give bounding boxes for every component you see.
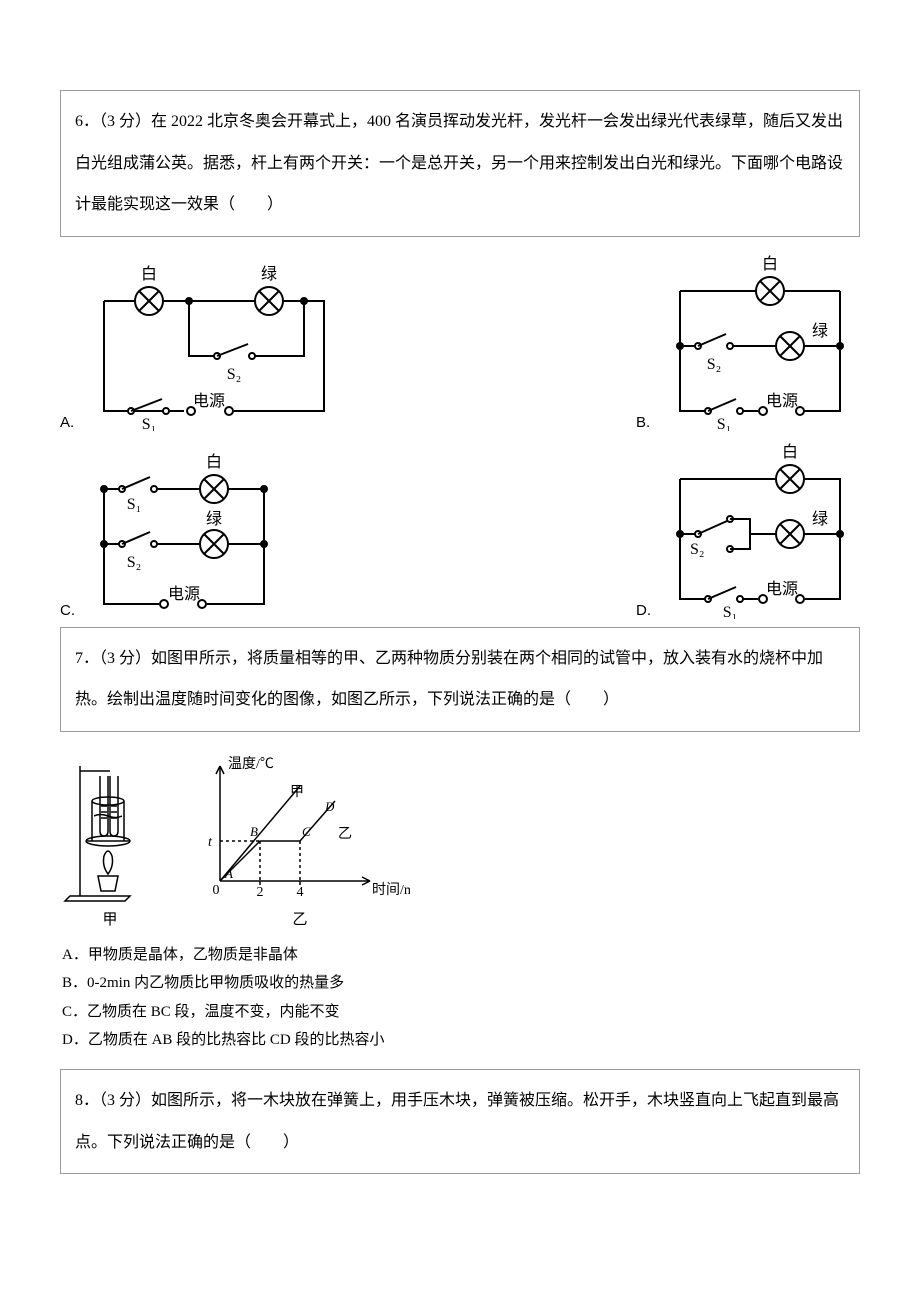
option-letter-d: D. (636, 602, 656, 619)
point-D: D (324, 799, 335, 814)
label-s2: S₂ (707, 356, 721, 373)
label-green: 绿 (812, 510, 828, 528)
label-s1: S₁ (127, 496, 141, 513)
q7-answer-d: D．乙物质在 AB 段的比热容比 CD 段的比热容小 (62, 1026, 860, 1055)
label-green: 绿 (261, 265, 277, 283)
label-s2: S₂ (227, 366, 241, 383)
q6-option-c: C. (60, 439, 284, 619)
q6-option-d: D. (636, 439, 860, 619)
point-A: A (224, 866, 233, 881)
label-s2: S₂ (127, 554, 141, 571)
line-yi: 乙 (338, 826, 352, 842)
label-green: 绿 (812, 322, 828, 340)
question-7-box: 7．（3 分）如图甲所示，将质量相等的甲、乙两种物质分别装在两个相同的试管中，放… (60, 627, 860, 732)
q7-caption-yi: 乙 (190, 908, 410, 929)
option-letter-c: C. (60, 602, 80, 619)
point-B: B (250, 824, 258, 839)
q7-apparatus-diagram (60, 746, 160, 906)
xlabel: 时间/min (372, 882, 410, 898)
question-8-box: 8．（3 分）如图所示，将一木块放在弹簧上，用手压木块，弹簧被压缩。松开手，木块… (60, 1069, 860, 1174)
label-green: 绿 (206, 510, 222, 528)
point-t: t (208, 835, 213, 850)
q7-answer-c: C．乙物质在 BC 段，温度不变，内能不变 (62, 998, 860, 1027)
q6-options-row-1: A. (60, 251, 860, 431)
circuit-b-diagram: 白 绿 S₂ 电源 S₁ (660, 251, 860, 431)
option-letter-a: A. (60, 414, 80, 431)
circuit-c-diagram: 白 绿 S₁ S₂ 电源 (84, 449, 284, 619)
q7-graph-diagram: 温度/℃ 时间/min 0 2 4 t A B C D 甲 乙 (190, 746, 410, 906)
label-white: 白 (206, 453, 222, 471)
q6-option-a: A. (60, 251, 344, 431)
xtick0: 0 (213, 883, 220, 898)
option-letter-b: B. (636, 414, 656, 431)
q7-apparatus-wrap: 甲 (60, 746, 160, 929)
label-white: 白 (762, 255, 778, 273)
q7-figure-row: 甲 (60, 746, 860, 929)
q7-answer-a: A．甲物质是晶体，乙物质是非晶体 (62, 941, 860, 970)
q6-options-row-2: C. (60, 439, 860, 619)
question-6-box: 6．（3 分）在 2022 北京冬奥会开幕式上，400 名演员挥动发光杆，发光杆… (60, 90, 860, 237)
q7-answers: A．甲物质是晶体，乙物质是非晶体 B．0-2min 内乙物质比甲物质吸收的热量多… (62, 941, 860, 1055)
label-s2: S₂ (690, 541, 704, 558)
label-source: 电源 (766, 392, 798, 410)
question-6-text: 6．（3 分）在 2022 北京冬奥会开幕式上，400 名演员挥动发光杆，发光杆… (75, 113, 843, 213)
label-source: 电源 (168, 585, 200, 603)
q7-answer-b: B．0-2min 内乙物质比甲物质吸收的热量多 (62, 969, 860, 998)
label-white: 白 (782, 443, 798, 461)
ylabel: 温度/℃ (228, 756, 274, 772)
q7-caption-jia: 甲 (60, 908, 160, 929)
xtick2: 2 (257, 885, 264, 900)
q6-option-b: B. (636, 251, 860, 431)
label-white: 白 (141, 265, 157, 283)
point-C: C (302, 824, 311, 839)
label-source: 电源 (766, 580, 798, 598)
circuit-a-diagram: 白 绿 S₂ 电源 S₁ (84, 251, 344, 431)
label-source: 电源 (193, 392, 225, 410)
line-jia: 甲 (290, 785, 304, 800)
question-7-text: 7．（3 分）如图甲所示，将质量相等的甲、乙两种物质分别装在两个相同的试管中，放… (75, 650, 823, 709)
q7-graph-wrap: 温度/℃ 时间/min 0 2 4 t A B C D 甲 乙 乙 (190, 746, 410, 929)
circuit-d-diagram: 白 绿 S₂ 电源 S₁ (660, 439, 860, 619)
label-s1: S₁ (723, 604, 737, 619)
label-s1: S₁ (717, 416, 731, 431)
xtick4: 4 (297, 885, 304, 900)
question-8-text: 8．（3 分）如图所示，将一木块放在弹簧上，用手压木块，弹簧被压缩。松开手，木块… (75, 1092, 839, 1151)
label-s1: S₁ (142, 416, 156, 431)
